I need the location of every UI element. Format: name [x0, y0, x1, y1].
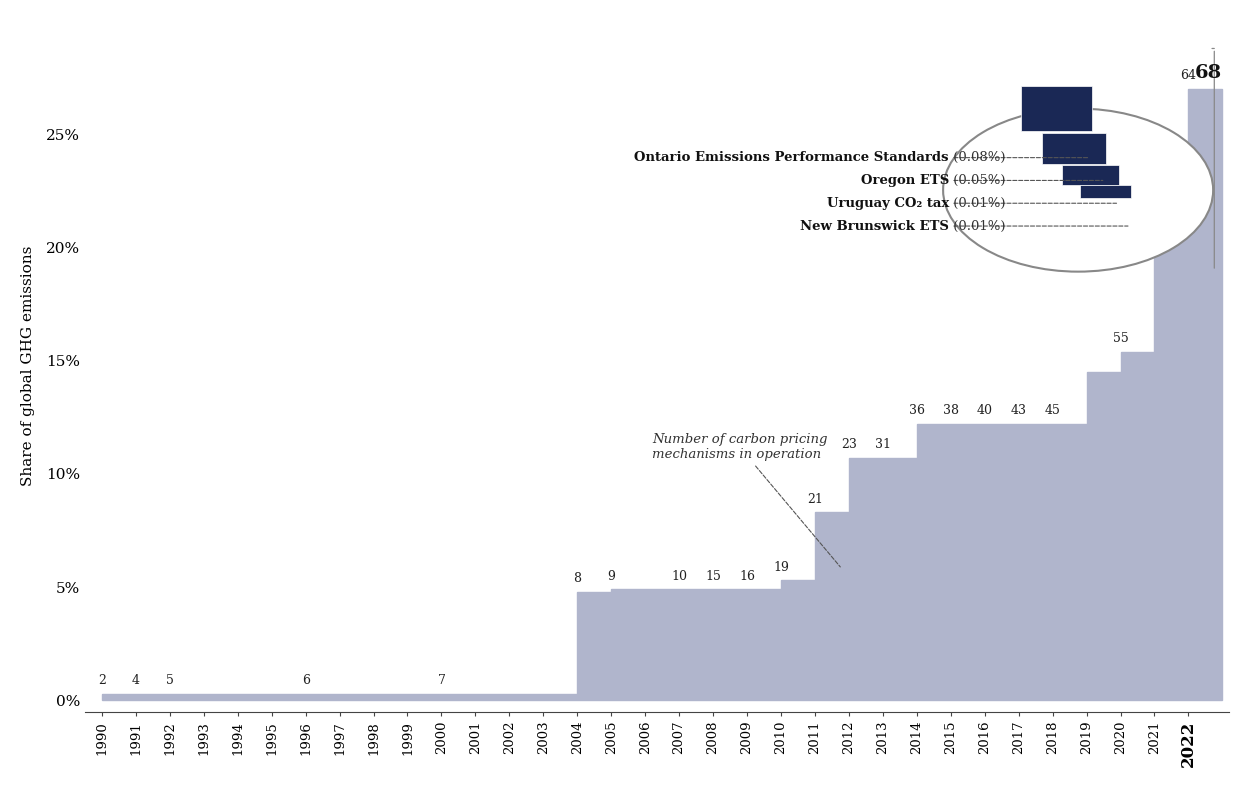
Text: (0.08%): (0.08%)	[949, 151, 1005, 164]
Circle shape	[942, 109, 1214, 272]
Text: New Brunswick ETS: New Brunswick ETS	[800, 220, 949, 232]
Text: 38: 38	[942, 404, 959, 418]
Y-axis label: Share of global GHG emissions: Share of global GHG emissions	[21, 246, 35, 486]
Text: (0.01%): (0.01%)	[949, 220, 1005, 232]
Text: 8: 8	[574, 572, 581, 585]
Text: 43: 43	[1011, 404, 1026, 418]
Text: 4: 4	[131, 674, 140, 687]
Polygon shape	[102, 89, 1222, 701]
Text: 9: 9	[608, 570, 615, 582]
Text: 15: 15	[705, 570, 721, 582]
Text: 5: 5	[166, 674, 174, 687]
Bar	[1041, 133, 1105, 164]
Text: 45: 45	[1045, 404, 1060, 418]
Text: 10: 10	[671, 570, 688, 582]
Text: Uruguay CO₂ tax: Uruguay CO₂ tax	[826, 197, 949, 210]
Text: 16: 16	[739, 570, 755, 582]
Text: (0.01%): (0.01%)	[949, 197, 1005, 210]
Bar	[1021, 87, 1091, 132]
Text: 55: 55	[1112, 332, 1129, 345]
Text: 19: 19	[772, 560, 789, 574]
Text: 6: 6	[301, 674, 310, 687]
Text: 36: 36	[909, 404, 925, 418]
Text: Number of carbon pricing
mechanisms in operation: Number of carbon pricing mechanisms in o…	[652, 433, 840, 567]
Text: 21: 21	[808, 492, 822, 506]
Text: 58: 58	[1146, 155, 1162, 168]
Text: 40: 40	[976, 404, 992, 418]
Text: Ontario Emissions Performance Standards: Ontario Emissions Performance Standards	[634, 151, 949, 164]
Text: (0.05%): (0.05%)	[949, 174, 1005, 187]
Text: 68: 68	[1195, 64, 1222, 82]
Text: 23: 23	[841, 438, 856, 452]
Bar	[1062, 165, 1119, 184]
Text: Oregon ETS: Oregon ETS	[860, 174, 949, 187]
Text: 31: 31	[875, 438, 891, 452]
Text: 2: 2	[98, 674, 106, 687]
Text: 64: 64	[1180, 69, 1196, 82]
Text: 7: 7	[438, 674, 445, 687]
Bar	[1080, 185, 1131, 198]
